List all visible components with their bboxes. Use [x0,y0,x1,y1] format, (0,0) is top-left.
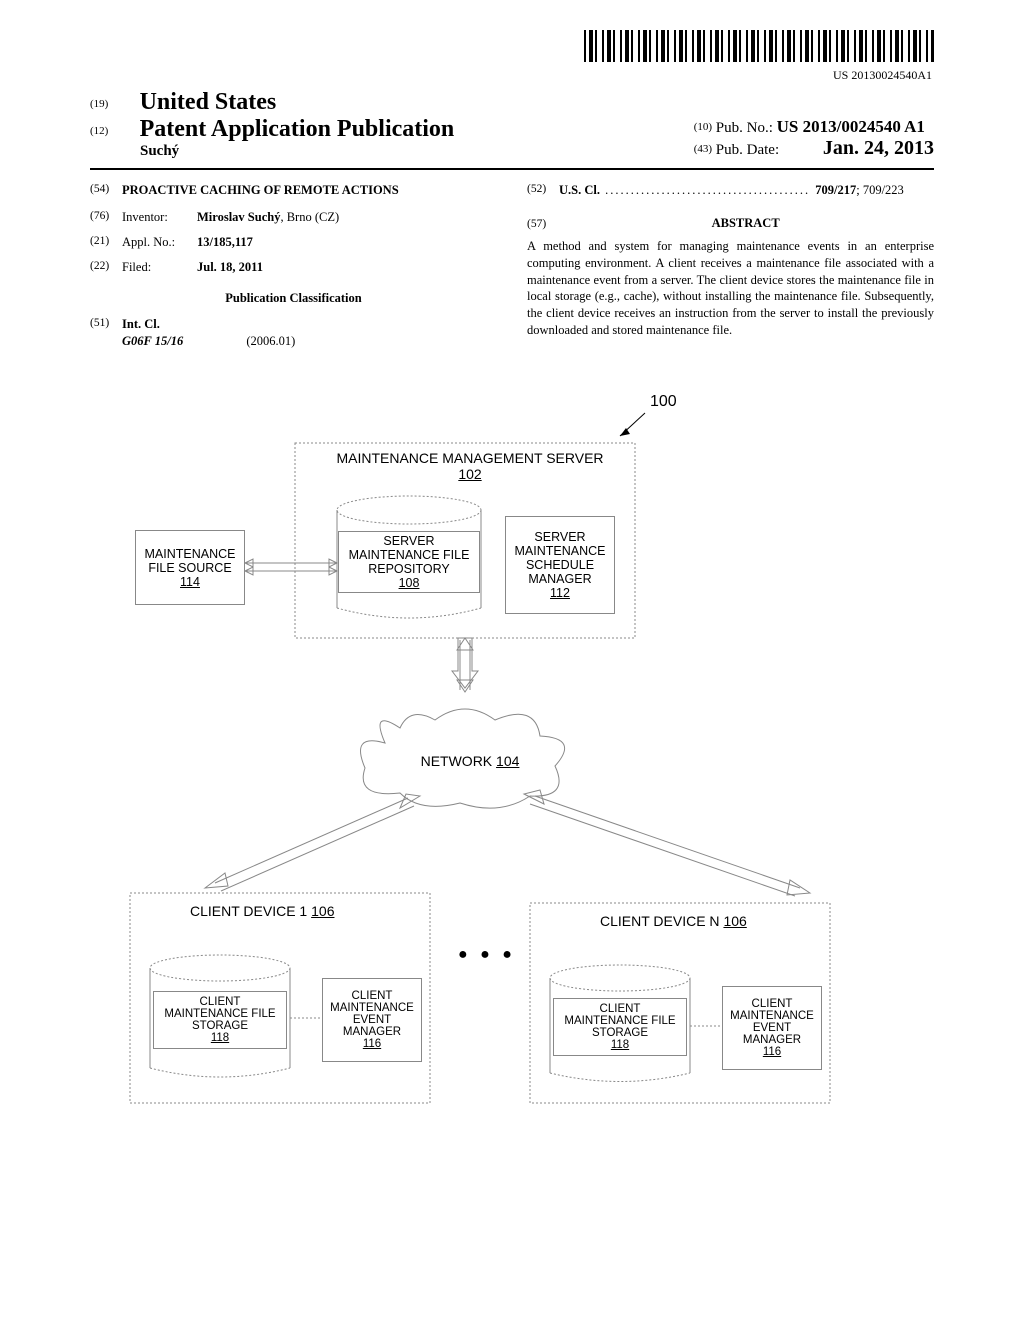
patent-page: US 20130024540A1 (19) United States (12)… [0,0,1024,1168]
inventor-label: Inventor: [122,209,197,226]
inid-52: (52) [527,182,559,199]
barcode-graphic [584,30,934,62]
filed-date: Jul. 18, 2011 [197,259,497,276]
header-block: (19) United States (12) Patent Applicati… [90,89,934,160]
invention-title: PROACTIVE CACHING OF REMOTE ACTIONS [122,182,497,199]
figure-diagram: 100 MAINTENANCE MANAGEMENT SERVER 102 MA… [90,388,934,1128]
country: United States [140,89,277,115]
classification-heading: Publication Classification [90,290,497,307]
inid-43: (43) [694,143,712,155]
ref-100: 100 [650,393,677,411]
author-name: Suchý [140,143,454,160]
header-rule [90,168,934,170]
client1-title: CLIENT DEVICE 1 106 [190,903,334,919]
pub-no: US 2013/0024540 A1 [777,117,925,136]
filed-label: Filed: [122,259,197,276]
publication-type: Patent Application Publication [140,116,455,142]
appl-no-label: Appl. No.: [122,234,197,251]
pub-date-label: Pub. Date: [716,142,779,158]
server-box-title: MAINTENANCE MANAGEMENT SERVER 102 [330,450,610,482]
pub-no-label: Pub. No.: [716,120,773,136]
ellipsis: ● ● ● [458,946,516,964]
inid-10: (10) [694,121,712,133]
inid-54: (54) [90,182,122,199]
inid-22: (22) [90,259,122,276]
clientn-storage-box: CLIENT MAINTENANCE FILE STORAGE 118 [553,998,687,1056]
bibliographic-columns: (54) PROACTIVE CACHING OF REMOTE ACTIONS… [90,182,934,358]
us-cl-rest: ; 709/223 [856,183,904,197]
client1-storage-box: CLIENT MAINTENANCE FILE STORAGE 118 [153,991,287,1049]
barcode-region: US 20130024540A1 [90,30,934,83]
inid-12: (12) [90,125,108,137]
us-cl-primary: 709/217 [815,183,856,197]
schedule-mgr-box: SERVER MAINTENANCE SCHEDULE MANAGER 112 [505,516,615,614]
us-cl-label: U.S. Cl. [559,183,600,197]
inventor-location: , Brno (CZ) [280,210,339,224]
inid-76: (76) [90,209,122,226]
inid-51: (51) [90,316,122,333]
inid-21: (21) [90,234,122,251]
abstract-label: ABSTRACT [562,215,929,232]
pub-date: Jan. 24, 2013 [823,137,934,159]
inventor-name: Miroslav Suchý [197,210,280,224]
us-cl-dots: ........................................ [600,183,815,197]
right-column: (52) U.S. Cl. ..........................… [527,182,934,358]
maintenance-file-source-box: MAINTENANCE FILE SOURCE 114 [135,530,245,605]
clientn-title: CLIENT DEVICE N 106 [600,913,747,929]
int-cl-code: G06F 15/16 [122,334,183,348]
int-cl-label: Int. Cl. [122,316,497,333]
repo-box: SERVER MAINTENANCE FILE REPOSITORY 108 [338,531,480,593]
clientn-mgr-box: CLIENT MAINTENANCE EVENT MANAGER 116 [722,986,822,1070]
client1-mgr-box: CLIENT MAINTENANCE EVENT MANAGER 116 [322,978,422,1062]
network-label: NETWORK 104 [420,753,520,769]
header-left: (19) United States (12) Patent Applicati… [90,89,454,160]
abstract-text: A method and system for managing mainten… [527,238,934,339]
left-column: (54) PROACTIVE CACHING OF REMOTE ACTIONS… [90,182,497,358]
int-cl-year: (2006.01) [246,334,295,348]
barcode-text: US 20130024540A1 [90,68,934,83]
appl-no: 13/185,117 [197,234,497,251]
inid-19: (19) [90,98,108,110]
inid-57: (57) [527,217,559,233]
header-right: (10) Pub. No.: US 2013/0024540 A1 (43) P… [694,117,934,160]
